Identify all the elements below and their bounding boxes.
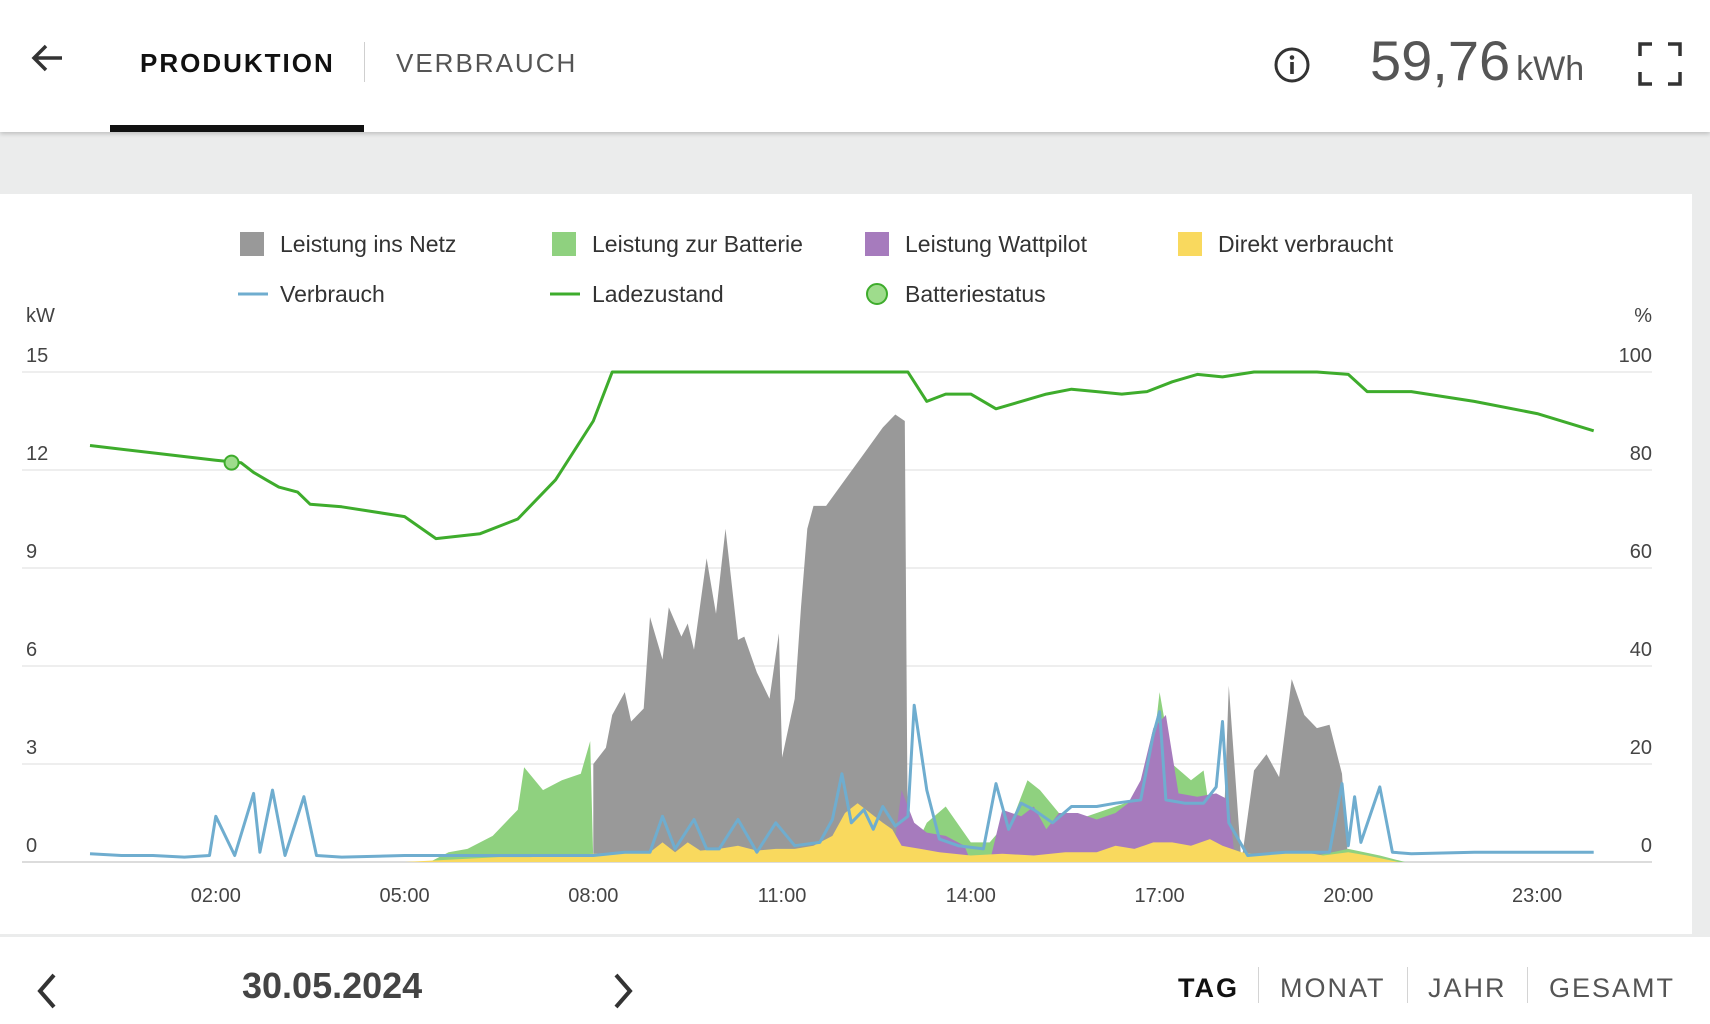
x-tick-label: 14:00 xyxy=(946,885,996,907)
period-divider xyxy=(1527,967,1528,1003)
period-tag[interactable]: TAG xyxy=(1178,973,1239,1003)
tab-produktion[interactable]: PRODUKTION xyxy=(140,48,335,78)
x-tick-label: 05:00 xyxy=(380,885,430,907)
active-tab-indicator xyxy=(110,125,364,132)
tab-divider xyxy=(364,42,365,82)
period-jahr[interactable]: JAHR xyxy=(1428,973,1507,1003)
x-tick-label: 11:00 xyxy=(758,885,807,907)
y-left-tick-label: 3 xyxy=(26,737,37,759)
chevron-right-icon[interactable] xyxy=(606,967,642,1015)
area-leistung-ins-netz xyxy=(593,414,1349,862)
period-divider xyxy=(1258,967,1259,1003)
legend-label: Leistung ins Netz xyxy=(280,231,456,257)
legend-label: Direkt verbraucht xyxy=(1218,231,1394,257)
fullscreen-icon[interactable] xyxy=(1636,40,1684,88)
legend-swatch xyxy=(1178,232,1202,256)
total-energy: 59,76 kWh xyxy=(1370,28,1584,93)
top-bar: PRODUKTION VERBRAUCH 59,76 kWh xyxy=(0,0,1710,132)
y-right-tick-label: 40 xyxy=(1630,639,1652,661)
legend-label: Batteriestatus xyxy=(905,281,1046,307)
x-tick-label: 17:00 xyxy=(1135,885,1185,907)
period-gesamt[interactable]: GESAMT xyxy=(1549,973,1676,1003)
tab-verbrauch[interactable]: VERBRAUCH xyxy=(396,48,578,78)
legend-swatch xyxy=(240,232,264,256)
y-right-tick-label: 100 xyxy=(1619,345,1652,367)
y-right-tick-label: 60 xyxy=(1630,541,1652,563)
bottom-bar: 30.05.2024 TAG MONAT JAHR GESAMT xyxy=(0,937,1710,1024)
period-divider xyxy=(1407,967,1408,1003)
battery-status-marker xyxy=(223,454,240,471)
x-tick-label: 23:00 xyxy=(1512,885,1562,907)
legend-swatch xyxy=(865,232,889,256)
x-tick-label: 02:00 xyxy=(191,885,241,907)
y-left-axis-label: kW xyxy=(26,305,55,327)
period-monat[interactable]: MONAT xyxy=(1280,973,1386,1003)
legend-swatch xyxy=(866,283,888,305)
line-ladezustand xyxy=(89,370,1595,541)
y-left-tick-label: 6 xyxy=(26,639,37,661)
y-right-tick-label: 0 xyxy=(1641,835,1652,857)
x-tick-label: 08:00 xyxy=(568,885,618,907)
area-direkt-verbraucht xyxy=(404,803,1399,862)
production-chart: 0 3 6 9 12 15 0 20 40 60 80 100 kW % 02:00 05:00 08:00 11… xyxy=(22,231,1652,907)
selected-date: 30.05.2024 xyxy=(242,965,423,1006)
arrow-back-icon[interactable] xyxy=(26,36,70,80)
total-energy-unit: kWh xyxy=(1516,50,1585,88)
total-energy-value: 59,76 xyxy=(1370,29,1511,92)
chevron-left-icon[interactable] xyxy=(28,967,64,1015)
y-left-tick-label: 9 xyxy=(26,541,37,563)
chart-card: 0 3 6 9 12 15 0 20 40 60 80 100 kW% 02:00 05:00 08:00 11… xyxy=(0,194,1692,934)
legend-swatch xyxy=(552,232,576,256)
line-verbrauch xyxy=(89,703,1594,859)
y-right-tick-label: 20 xyxy=(1630,737,1652,759)
y-left-tick-label: 15 xyxy=(26,345,48,367)
y-right-axis-label: % xyxy=(1634,305,1652,327)
legend-label: Leistung Wattpilot xyxy=(905,231,1088,257)
y-left-tick-label: 0 xyxy=(26,835,37,857)
legend-label: Ladezustand xyxy=(592,281,724,307)
info-icon[interactable] xyxy=(1272,45,1312,85)
x-tick-label: 20:00 xyxy=(1323,885,1373,907)
y-right-tick-label: 80 xyxy=(1630,443,1652,465)
legend-label: Leistung zur Batterie xyxy=(592,231,803,257)
legend-label: Verbrauch xyxy=(280,281,385,307)
y-left-tick-label: 12 xyxy=(26,443,48,465)
